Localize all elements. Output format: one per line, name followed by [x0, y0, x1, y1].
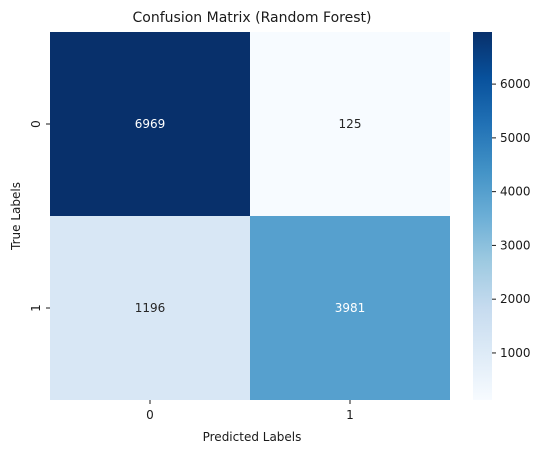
cell-value-label: 3981 [335, 301, 366, 315]
heatmap-cells: 6969 125 1196 3981 [50, 32, 450, 400]
x-tick-label: 1 [346, 408, 354, 422]
colorbar-tick-label: 5000 [500, 131, 531, 145]
colorbar-tick-label: 3000 [500, 238, 531, 252]
colorbar-gradient [473, 32, 492, 400]
cell-value-label: 1196 [135, 301, 166, 315]
y-axis-title: True Labels [9, 182, 23, 251]
heatmap-cell [250, 216, 450, 400]
colorbar-tick-label: 4000 [500, 185, 531, 199]
x-tick-label: 0 [146, 408, 154, 422]
cell-value-label: 125 [339, 117, 362, 131]
colorbar: 1000 2000 3000 4000 5000 6000 [473, 32, 531, 400]
y-tick-label: 0 [29, 120, 43, 128]
colorbar-tick-label: 6000 [500, 77, 531, 91]
colorbar-tick-label: 2000 [500, 292, 531, 306]
heatmap-cell [50, 32, 250, 216]
y-axis-ticks: 01 [29, 120, 50, 312]
chart-title: Confusion Matrix (Random Forest) [133, 10, 372, 26]
y-tick-label: 1 [29, 304, 43, 312]
colorbar-ticks: 1000 2000 3000 4000 5000 6000 [492, 77, 531, 360]
heatmap-cell [250, 32, 450, 216]
x-axis-title: Predicted Labels [203, 430, 302, 444]
cell-value-label: 6969 [135, 117, 166, 131]
colorbar-tick-label: 1000 [500, 346, 531, 360]
heatmap-cell [50, 216, 250, 400]
